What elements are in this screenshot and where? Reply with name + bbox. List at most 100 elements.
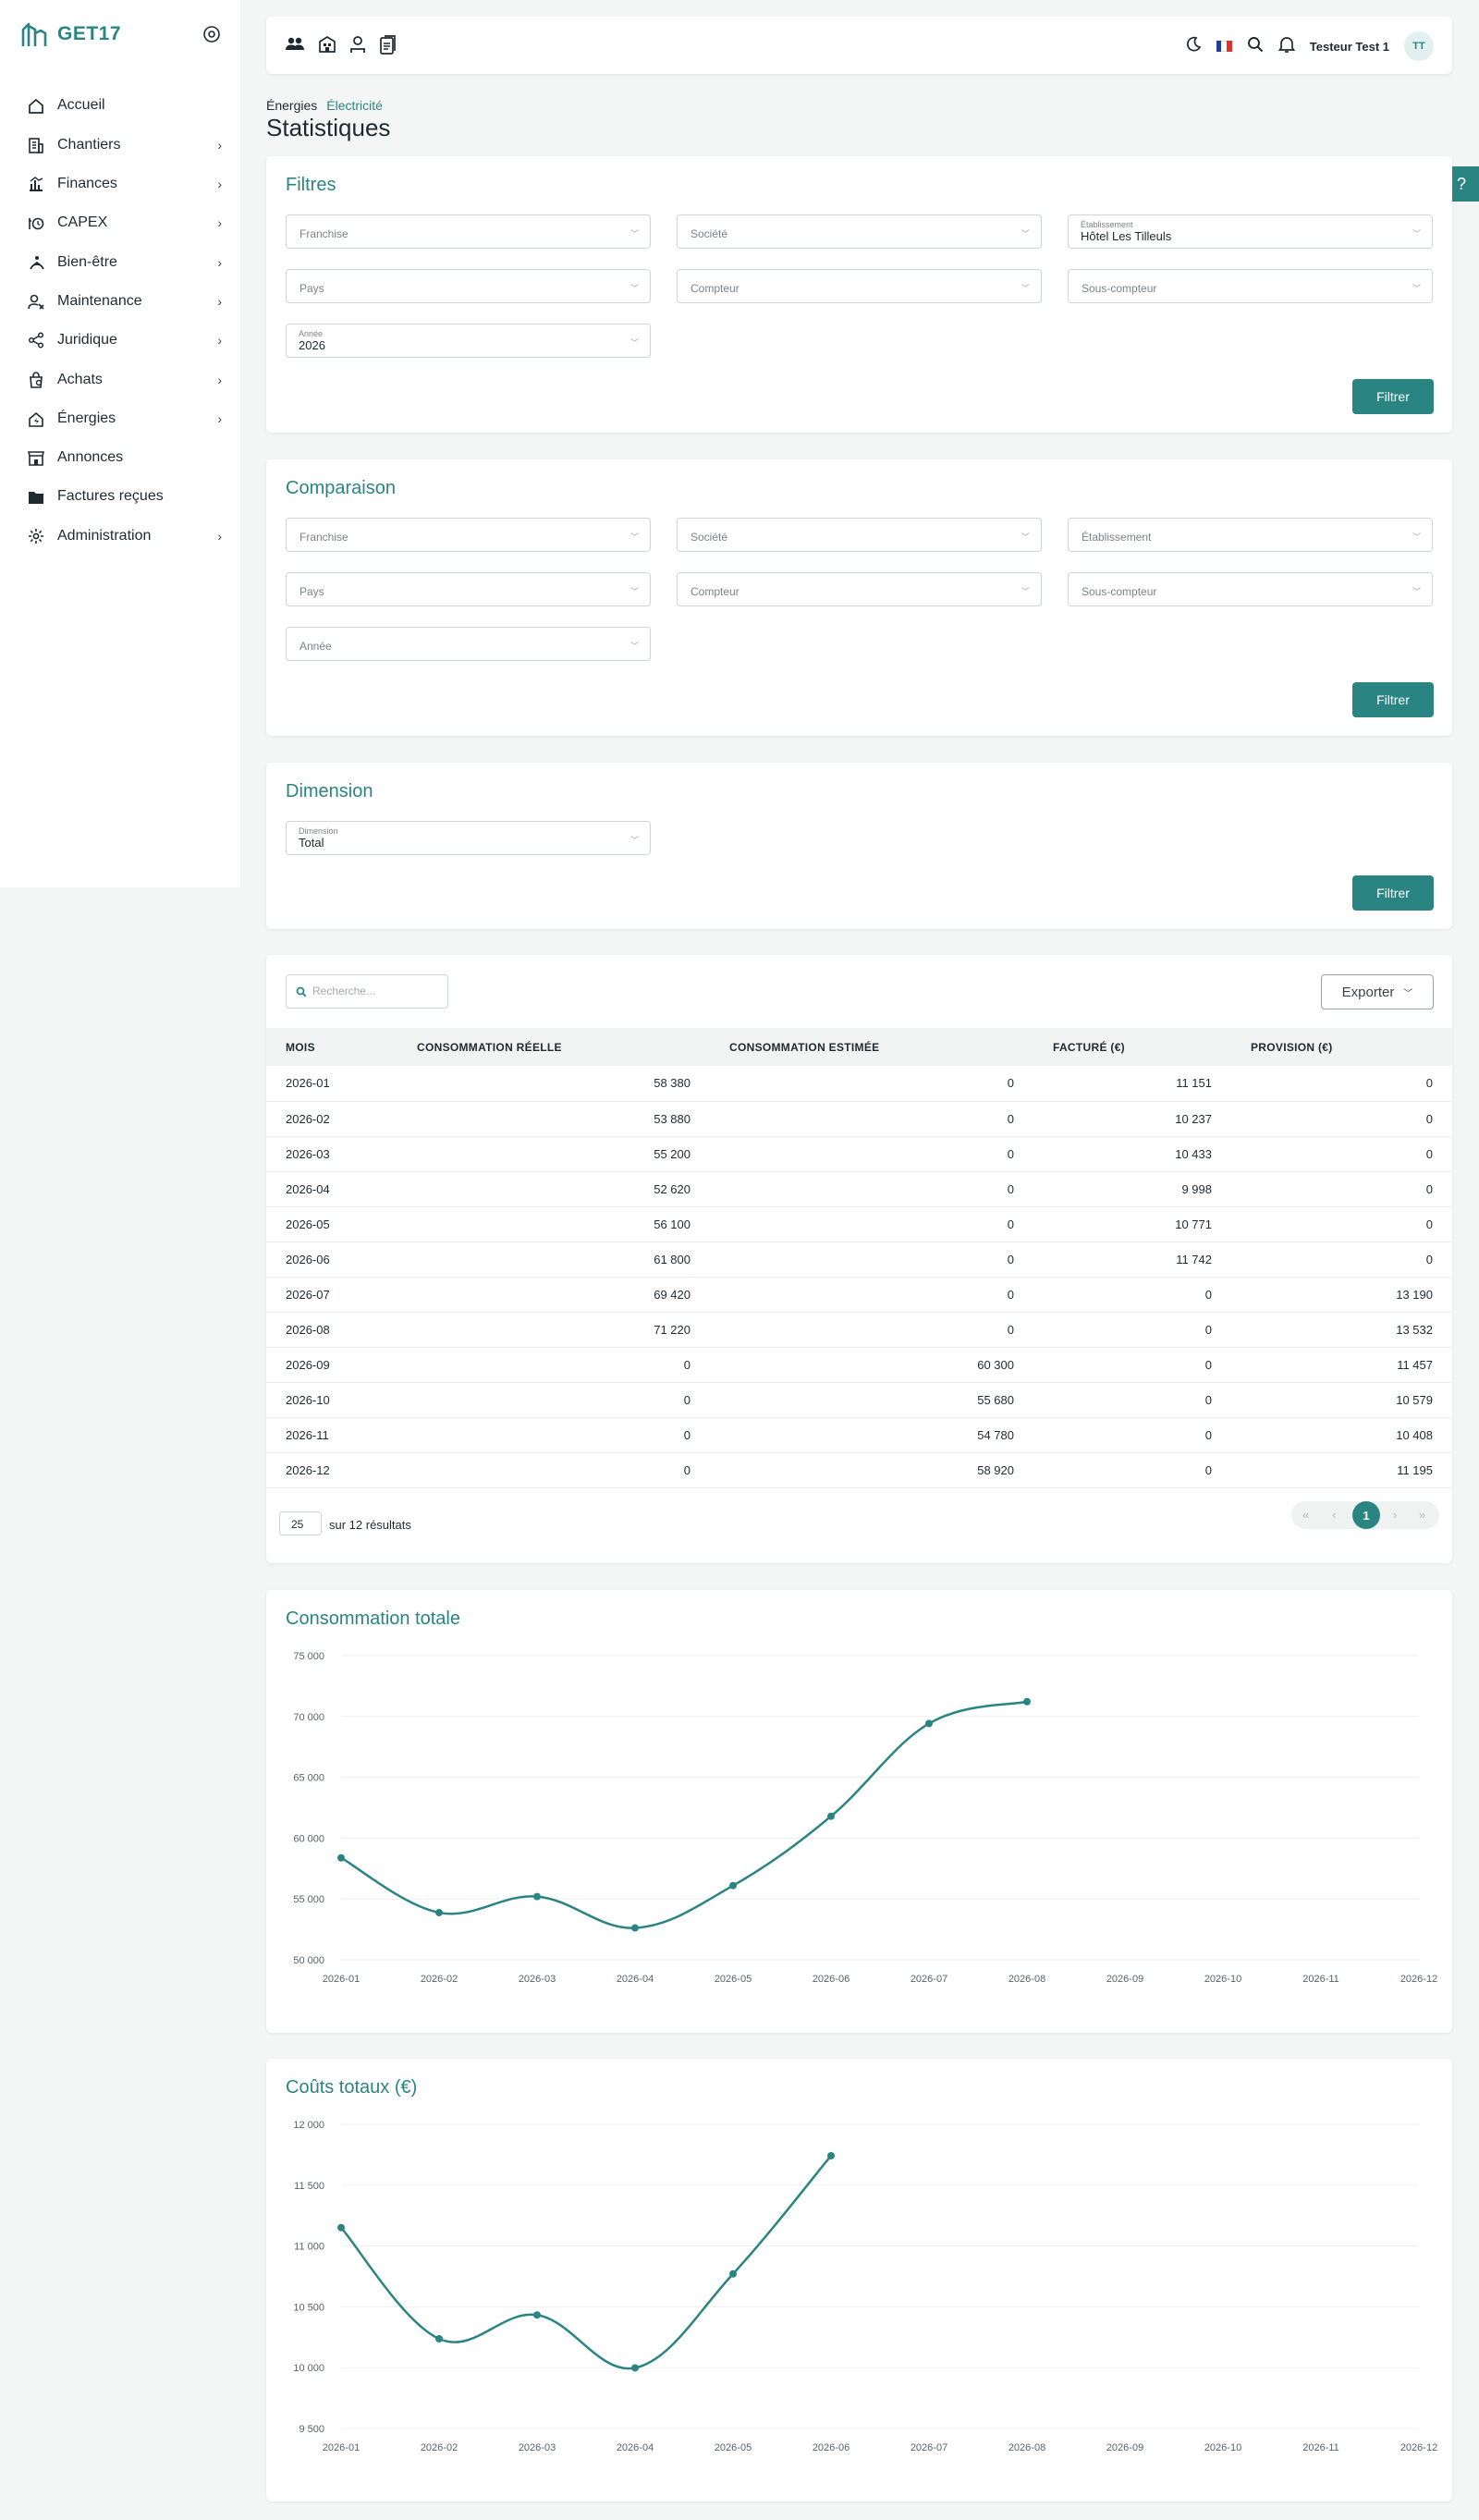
column-header[interactable]: CONSOMMATION ESTIMÉE bbox=[710, 1028, 1033, 1066]
dimension-filter-button[interactable]: Filtrer bbox=[1352, 875, 1434, 911]
data-point[interactable] bbox=[827, 1812, 835, 1820]
next-page-button[interactable]: › bbox=[1393, 1508, 1398, 1522]
table-cell: 2026-09 bbox=[266, 1347, 397, 1383]
chevron-down-icon: ﹀ bbox=[1412, 532, 1421, 542]
filter-compteur-select[interactable]: Compteur ﹀ bbox=[677, 269, 1042, 303]
prev-page-button[interactable]: ‹ bbox=[1332, 1508, 1337, 1522]
comparison-compteur-select[interactable]: Compteur ﹀ bbox=[677, 572, 1042, 606]
data-point[interactable] bbox=[631, 1924, 639, 1932]
company-icon[interactable] bbox=[318, 35, 336, 60]
sidebar-item-finances[interactable]: Finances › bbox=[28, 170, 222, 198]
sidebar-item-label: CAPEX bbox=[57, 214, 108, 230]
filter-sous-compteur-select[interactable]: Sous-compteur ﹀ bbox=[1068, 269, 1433, 303]
search-icon[interactable] bbox=[1247, 36, 1264, 57]
comparison-année-select[interactable]: Année ﹀ bbox=[286, 627, 651, 661]
dimension-select[interactable]: Dimension Total ﹀ bbox=[286, 821, 651, 855]
filter-button[interactable]: Filtrer bbox=[1352, 379, 1434, 414]
costs-chart-card: Coûts totaux (€) 9 500 10 000 10 500 11 000… bbox=[266, 2059, 1452, 2502]
table-cell: 2026-11 bbox=[266, 1417, 397, 1453]
data-point[interactable] bbox=[435, 1908, 443, 1916]
column-header[interactable]: MOIS bbox=[266, 1028, 397, 1066]
data-point[interactable] bbox=[631, 2364, 639, 2372]
person-icon[interactable] bbox=[349, 35, 366, 60]
x-tick-label: 2026-07 bbox=[911, 1974, 947, 1985]
filter-franchise-select[interactable]: Franchise ﹀ bbox=[286, 214, 651, 249]
y-tick-label: 65 000 bbox=[293, 1773, 324, 1784]
filter-établissement-select[interactable]: Établissement Hôtel Les Tilleuls ﹀ bbox=[1068, 214, 1433, 249]
language-flag-icon[interactable] bbox=[1216, 41, 1232, 52]
search-input-wrapper[interactable] bbox=[286, 974, 448, 1009]
user-name[interactable]: Testeur Test 1 bbox=[1309, 39, 1389, 54]
breadcrumb: Énergies Électricité bbox=[266, 98, 383, 113]
comparison-société-select[interactable]: Société ﹀ bbox=[677, 518, 1042, 552]
data-point[interactable] bbox=[435, 2335, 443, 2343]
last-page-button[interactable]: » bbox=[1419, 1508, 1426, 1522]
comparison-franchise-select[interactable]: Franchise ﹀ bbox=[286, 518, 651, 552]
sidebar-item-administration[interactable]: Administration › bbox=[28, 522, 222, 550]
table-cell: 2026-12 bbox=[266, 1452, 397, 1488]
data-point[interactable] bbox=[533, 1892, 541, 1901]
users-icon[interactable] bbox=[285, 35, 305, 60]
sidebar-item-capex[interactable]: CAPEX › bbox=[28, 209, 222, 237]
sidebar-item-énergies[interactable]: Énergies › bbox=[28, 405, 222, 433]
breadcrumb-item-current[interactable]: Électricité bbox=[326, 98, 383, 113]
x-tick-label: 2026-03 bbox=[519, 2442, 556, 2453]
filter-année-select[interactable]: Année 2026 ﹀ bbox=[286, 324, 651, 358]
filter-société-select[interactable]: Société ﹀ bbox=[677, 214, 1042, 249]
column-header[interactable]: PROVISION (€) bbox=[1231, 1028, 1452, 1066]
filter-pays-select[interactable]: Pays ﹀ bbox=[286, 269, 651, 303]
data-point[interactable] bbox=[337, 1853, 345, 1862]
comparison-établissement-select[interactable]: Établissement ﹀ bbox=[1068, 518, 1433, 552]
table-cell: 0 bbox=[1231, 1171, 1452, 1207]
sidebar-item-maintenance[interactable]: Maintenance › bbox=[28, 287, 222, 315]
sidebar-item-annonces[interactable]: Annonces bbox=[28, 444, 222, 471]
dimension-value: Total bbox=[299, 836, 324, 850]
capex-icon bbox=[28, 214, 44, 231]
x-tick-label: 2026-09 bbox=[1106, 2442, 1143, 2453]
app-logo[interactable]: GET17 bbox=[20, 20, 121, 48]
data-point[interactable] bbox=[1023, 1697, 1031, 1706]
sidebar-item-accueil[interactable]: Accueil bbox=[28, 92, 222, 119]
data-point[interactable] bbox=[729, 2269, 737, 2278]
data-point[interactable] bbox=[729, 1881, 737, 1890]
comparison-sous-compteur-select[interactable]: Sous-compteur ﹀ bbox=[1068, 572, 1433, 606]
y-tick-label: 11 500 bbox=[294, 2181, 324, 2192]
table-cell: 2026-03 bbox=[266, 1136, 397, 1172]
column-header[interactable]: CONSOMMATION RÉELLE bbox=[397, 1028, 710, 1066]
collapse-sidebar-icon[interactable] bbox=[202, 24, 222, 49]
export-button[interactable]: Exporter ﹀ bbox=[1321, 974, 1434, 1009]
data-point[interactable] bbox=[827, 2151, 835, 2159]
page-1-button[interactable]: 1 bbox=[1352, 1501, 1380, 1529]
sidebar-item-juridique[interactable]: Juridique › bbox=[28, 326, 222, 354]
sidebar-item-chantiers[interactable]: Chantiers › bbox=[28, 131, 222, 159]
comparison-pays-select[interactable]: Pays ﹀ bbox=[286, 572, 651, 606]
data-point[interactable] bbox=[337, 2223, 345, 2232]
page-size-select[interactable]: 25 bbox=[279, 1511, 322, 1535]
breadcrumb-item[interactable]: Énergies bbox=[266, 98, 318, 113]
bell-icon[interactable] bbox=[1277, 35, 1295, 58]
search-input[interactable] bbox=[312, 985, 442, 997]
sidebar-item-label: Accueil bbox=[57, 97, 105, 113]
data-point[interactable] bbox=[925, 1719, 933, 1728]
field-placeholder: Année bbox=[299, 640, 332, 653]
avatar[interactable]: TT bbox=[1404, 31, 1434, 61]
y-tick-label: 11 000 bbox=[294, 2242, 324, 2253]
sidebar-item-factures-reçues[interactable]: Factures reçues bbox=[28, 483, 222, 510]
wellbeing-icon bbox=[28, 254, 44, 271]
sidebar-item-achats[interactable]: Achats › bbox=[28, 366, 222, 394]
sidebar-item-bien-être[interactable]: Bien-être › bbox=[28, 249, 222, 276]
data-point[interactable] bbox=[533, 2311, 541, 2319]
table-cell: 0 bbox=[710, 1206, 1033, 1242]
chevron-down-icon: ﹀ bbox=[629, 836, 639, 845]
table-cell: 9 998 bbox=[1033, 1171, 1231, 1207]
first-page-button[interactable]: « bbox=[1302, 1508, 1310, 1522]
table-cell: 0 bbox=[1033, 1452, 1231, 1488]
table-cell: 0 bbox=[710, 1312, 1033, 1348]
sidebar-item-label: Factures reçues bbox=[57, 488, 164, 504]
document-icon[interactable] bbox=[379, 35, 397, 60]
column-header[interactable]: FACTURÉ (€) bbox=[1033, 1028, 1231, 1066]
table-row: 2026-08 71 220 0 0 13 532 bbox=[266, 1312, 1452, 1348]
comparison-filter-button[interactable]: Filtrer bbox=[1352, 682, 1434, 717]
dark-mode-icon[interactable] bbox=[1185, 36, 1202, 57]
